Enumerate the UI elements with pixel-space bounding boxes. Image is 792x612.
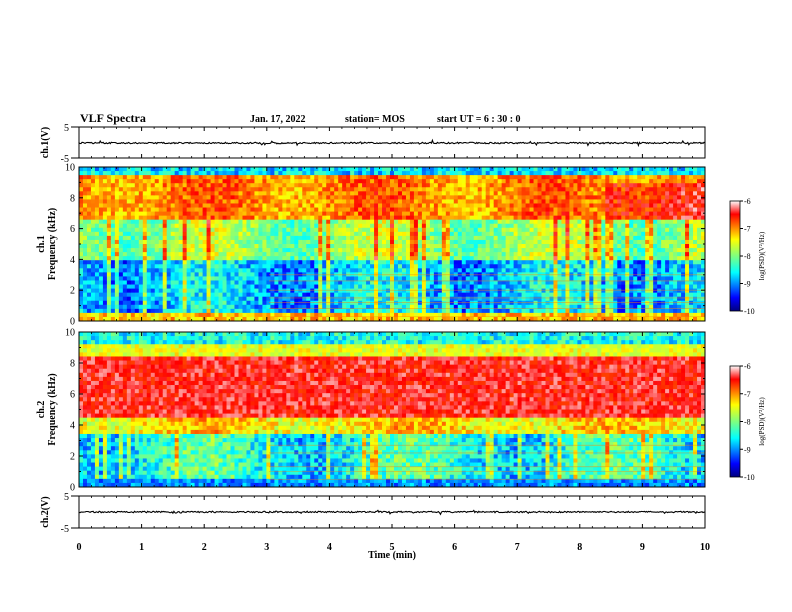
ch1-colorbar-tick-m8: -8 [744, 252, 751, 261]
xtick-2: 2 [202, 542, 207, 553]
ch2-spectrogram [79, 332, 706, 488]
ch2-colorbar-tick-m8: -8 [744, 418, 751, 427]
ch2-colorbar-tick-m6: -6 [744, 362, 751, 371]
xtick-10: 10 [700, 542, 710, 553]
xtick-0: 0 [77, 542, 82, 553]
xtick-4: 4 [327, 542, 332, 553]
x-axis-label: Time (min) [368, 550, 416, 561]
ch2-channel-label: ch.2 [36, 401, 47, 419]
ch1-ytick-2: 2 [70, 286, 75, 297]
ch2-ytick-bottom: -5 [61, 524, 69, 535]
ch1-colorbar-tick-m6: -6 [744, 197, 751, 206]
xtick-6: 6 [452, 542, 457, 553]
ch2-ylabel: Frequency (kHz) [47, 373, 58, 445]
ch1-colorbar-tick-m9: -9 [744, 280, 751, 289]
ch1-ytick-0: 0 [70, 317, 75, 328]
ch2-ytick-8: 8 [70, 359, 75, 370]
ch2-ytick-top: 5 [64, 492, 69, 503]
ch1-ytick-top: 5 [64, 123, 69, 134]
ch2-colorbar-tick-m7: -7 [744, 390, 751, 399]
start-time-label: start UT = 6 : 30 : 0 [437, 114, 521, 125]
ch1-waveform-trace [78, 138, 706, 148]
ch1-ytick-6: 6 [70, 224, 75, 235]
xtick-1: 1 [139, 542, 144, 553]
ch1-waveform-ylabel: ch.1(V) [40, 127, 51, 158]
date-label: Jan. 17, 2022 [250, 114, 306, 125]
ch1-ylabel: Frequency (kHz) [47, 208, 58, 280]
ch1-ytick-bottom: -5 [61, 154, 69, 165]
ch2-ytick-2: 2 [70, 452, 75, 463]
ch1-ytick-10: 10 [65, 163, 75, 174]
ch2-waveform-ylabel: ch.2(V) [40, 496, 51, 527]
ch2-ytick-10: 10 [65, 328, 75, 339]
ch2-ytick-4: 4 [70, 421, 75, 432]
ch2-waveform-trace [78, 509, 706, 516]
ch1-colorbar-tick-m10: -10 [744, 307, 755, 316]
ch2-colorbar [729, 365, 741, 478]
ch1-ytick-4: 4 [70, 255, 75, 266]
ch1-spectrogram [79, 167, 706, 322]
ch1-channel-label: ch.1 [36, 235, 47, 253]
xtick-7: 7 [515, 542, 520, 553]
ch2-ytick-6: 6 [70, 390, 75, 401]
ch1-colorbar [729, 200, 741, 312]
ch1-ytick-8: 8 [70, 193, 75, 204]
ch2-colorbar-tick-m9: -9 [744, 445, 751, 454]
ch2-colorbar-label: log(PSD)(V²/Hz) [758, 397, 766, 446]
station-label: station= MOS [345, 114, 405, 125]
chart-title: VLF Spectra [80, 111, 146, 125]
ch2-ytick-0: 0 [70, 483, 75, 494]
xtick-9: 9 [640, 542, 645, 553]
ch2-colorbar-tick-m10: -10 [744, 473, 755, 482]
ch1-colorbar-label: log(PSD)(V²/Hz) [758, 231, 766, 280]
xtick-3: 3 [264, 542, 269, 553]
xtick-5: 5 [390, 542, 395, 553]
ch1-colorbar-tick-m7: -7 [744, 225, 751, 234]
xtick-8: 8 [577, 542, 582, 553]
